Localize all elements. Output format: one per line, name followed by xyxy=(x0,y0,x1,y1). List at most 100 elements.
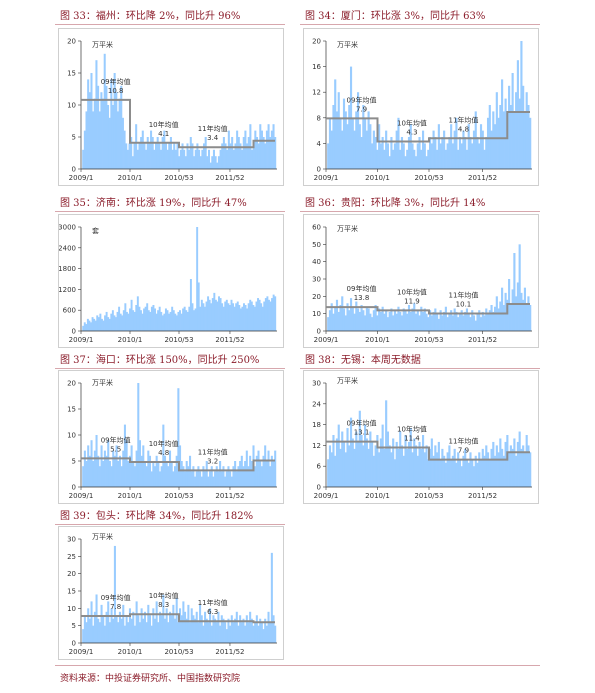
area-bar xyxy=(108,318,111,331)
area-bar xyxy=(429,310,432,331)
y-tick-label: 3000 xyxy=(59,224,76,232)
area-bar xyxy=(214,471,217,487)
area-bar xyxy=(520,41,523,169)
average-value: 10.8 xyxy=(108,87,124,95)
area-bar xyxy=(95,60,98,170)
average-label: 09年均值 xyxy=(101,77,131,86)
area-bar xyxy=(147,450,150,487)
area-bar xyxy=(232,303,235,331)
area-bar xyxy=(157,461,160,487)
area-bar xyxy=(199,306,202,331)
area-bar xyxy=(95,594,98,643)
area-bar xyxy=(346,303,349,331)
area-bar xyxy=(179,445,182,487)
area-bar xyxy=(423,143,426,169)
area-bar xyxy=(93,98,96,169)
area-bar xyxy=(390,137,393,169)
area-bar xyxy=(260,466,263,487)
y-tick-label: 1800 xyxy=(59,265,76,273)
area-bar xyxy=(508,452,511,487)
area-bar xyxy=(460,143,463,169)
area-bar xyxy=(416,143,419,169)
area-bar xyxy=(118,611,121,643)
area-bar xyxy=(154,308,156,331)
area-bar xyxy=(163,313,166,331)
area-bar xyxy=(162,424,165,487)
area-bar xyxy=(513,253,516,331)
y-tick-label: 60 xyxy=(312,224,321,232)
area-bar xyxy=(112,618,115,643)
area-bar xyxy=(414,156,418,169)
area-bar xyxy=(92,111,95,169)
area-bar xyxy=(113,545,116,643)
chart-fig38: 0 6 12 18 24 30 2009/1 2010/1 2010/53 2011/52 09年均… xyxy=(312,380,532,500)
area-bar xyxy=(485,137,488,169)
area-bar xyxy=(460,466,463,487)
area-bar xyxy=(238,305,241,331)
area-bar xyxy=(513,438,516,487)
area-bar xyxy=(108,461,111,487)
area-bar xyxy=(177,388,180,487)
average-value: 5.5 xyxy=(110,445,121,453)
area-bar xyxy=(332,313,335,331)
area-bar xyxy=(90,440,93,487)
area-bar xyxy=(411,143,414,169)
x-tick-label: 2010/53 xyxy=(164,648,193,656)
area-bar xyxy=(404,310,407,331)
area-bar xyxy=(141,313,144,331)
area-bar xyxy=(497,117,500,169)
area-bar xyxy=(253,306,256,331)
area-bar xyxy=(186,311,189,331)
area-bar xyxy=(522,445,525,487)
area-bar xyxy=(406,313,409,331)
area-bar xyxy=(418,137,421,169)
area-bar xyxy=(509,445,512,487)
area-bar xyxy=(227,618,230,643)
area-bar xyxy=(172,471,175,487)
area-bar xyxy=(199,604,202,643)
area-bar xyxy=(255,455,258,487)
area-bar xyxy=(147,310,150,331)
x-tick-label: 2010/53 xyxy=(414,336,443,344)
area-bar xyxy=(339,305,342,331)
y-tick-label: 30 xyxy=(312,380,321,388)
area-bar xyxy=(407,441,411,487)
area-bar xyxy=(164,308,167,331)
area-bar xyxy=(190,471,193,487)
area-bar xyxy=(252,305,255,331)
area-bar xyxy=(173,618,177,643)
x-tick-label: 2010/53 xyxy=(414,492,443,500)
area-bar xyxy=(434,308,437,331)
area-bar xyxy=(439,143,442,169)
area-bar xyxy=(246,143,249,169)
area-bar xyxy=(217,471,220,487)
area-bar xyxy=(364,315,367,331)
area-bar xyxy=(102,461,105,487)
chart-panel-fig33: 万平米 0 5 10 15 20 2009/1 2010/1 2010/53 2011/52 09… xyxy=(58,28,284,186)
average-value: 4.1 xyxy=(158,130,169,138)
area-bar xyxy=(172,604,175,643)
x-tick-label: 2010/1 xyxy=(118,174,143,182)
area-bar xyxy=(88,455,91,487)
area-bar xyxy=(478,452,481,487)
area-bar xyxy=(272,615,275,643)
area-bar xyxy=(191,303,194,331)
area-bar xyxy=(246,308,249,331)
area-bar xyxy=(225,299,228,331)
area-bar xyxy=(358,410,361,487)
area-bar xyxy=(409,428,412,487)
y-tick-label: 15 xyxy=(67,70,76,78)
area-bar xyxy=(130,618,133,643)
area-bar xyxy=(139,310,142,331)
chart-panel-fig35: 套 0 600 1200 1800 2400 3000 2009/1 2010/1 2010/5… xyxy=(58,214,284,348)
area-bar xyxy=(372,455,375,487)
area-bar xyxy=(207,149,211,169)
area-bar xyxy=(259,461,262,487)
area-bar xyxy=(344,452,347,487)
area-bar xyxy=(525,303,528,331)
area-bar xyxy=(267,450,270,487)
y-tick-label: 40 xyxy=(312,258,321,266)
area-bar xyxy=(207,622,210,643)
area-bar xyxy=(421,435,425,487)
area-bar xyxy=(457,452,460,487)
